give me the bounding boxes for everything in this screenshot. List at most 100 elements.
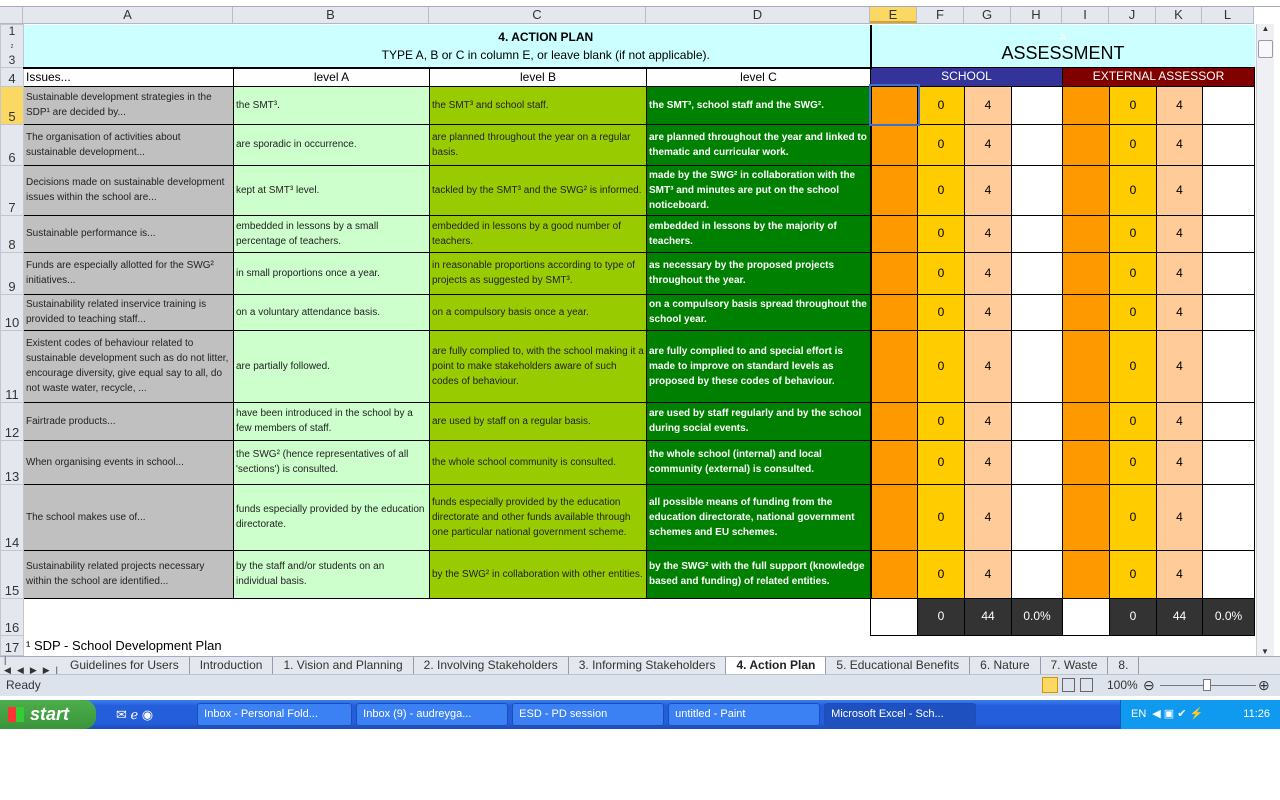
taskbar-button[interactable]: Inbox - Personal Fold... (197, 703, 353, 726)
row-header[interactable]: 8 (0, 214, 24, 253)
quick-launch-icons[interactable]: ✉ ℯ ◉ (116, 706, 154, 722)
level-b-cell[interactable]: the whole school community is consulted. (429, 439, 647, 485)
external-max-score[interactable]: 4 (1156, 401, 1203, 441)
taskbar-button[interactable]: Microsoft Excel - Sch... (824, 703, 977, 726)
school-min-score[interactable]: 0 (917, 123, 965, 166)
external-level-input[interactable] (1062, 293, 1110, 331)
external-min-score[interactable]: 0 (1109, 123, 1157, 166)
level-b-cell[interactable]: in reasonable proportions according to t… (429, 251, 647, 295)
school-level-input[interactable] (868, 84, 920, 126)
issue-cell[interactable]: Existent codes of behaviour related to s… (23, 329, 234, 403)
external-score-cell[interactable] (1202, 293, 1255, 331)
external-min-score[interactable]: 0 (1109, 85, 1157, 125)
external-max-score[interactable]: 4 (1156, 439, 1203, 485)
school-score-cell[interactable] (1011, 85, 1063, 125)
external-score-cell[interactable] (1202, 549, 1255, 599)
school-score-cell[interactable] (1011, 293, 1063, 331)
assessment-title-cell[interactable]: A ASSESSMENT (869, 24, 1255, 68)
school-level-input[interactable] (869, 483, 918, 551)
level-c-cell[interactable]: by the SWG² with the full support (knowl… (646, 549, 871, 599)
sheet-tab[interactable]: 5. Educational Benefits (826, 657, 971, 674)
sheet-tab[interactable]: 2. Involving Stakeholders (414, 657, 569, 674)
external-max-score[interactable]: 4 (1156, 329, 1203, 403)
external-max-score[interactable]: 4 (1156, 85, 1203, 125)
external-score-cell[interactable] (1202, 401, 1255, 441)
column-header-c[interactable]: C (429, 7, 646, 23)
level-c-header[interactable]: level C (646, 66, 871, 87)
school-min-score[interactable]: 0 (917, 251, 965, 295)
level-b-cell[interactable]: on a compulsory basis once a year. (429, 293, 647, 331)
issue-cell[interactable]: The organisation of activities about sus… (23, 123, 234, 166)
taskbar-button[interactable]: Inbox (9) - audreyga... (356, 703, 509, 726)
column-header-j[interactable]: J (1109, 7, 1156, 23)
school-max-score[interactable]: 4 (964, 214, 1012, 253)
issue-cell[interactable]: Sustainable development strategies in th… (23, 85, 234, 125)
school-total-blank[interactable] (870, 597, 918, 636)
level-a-cell[interactable]: embedded in lessons by a small percentag… (233, 214, 430, 253)
level-c-cell[interactable]: are fully complied to and special effort… (646, 329, 871, 403)
school-min-score[interactable]: 0 (917, 439, 965, 485)
level-a-cell[interactable]: funds especially provided by the educati… (233, 483, 430, 551)
level-b-header[interactable]: level B (429, 66, 647, 87)
row-header[interactable]: 10 (0, 293, 24, 331)
column-header-k[interactable]: K (1156, 7, 1202, 23)
external-level-input[interactable] (1062, 85, 1110, 125)
level-a-cell[interactable]: are partially followed. (233, 329, 430, 403)
external-score-cell[interactable] (1202, 123, 1255, 166)
external-score-cell[interactable] (1202, 164, 1255, 216)
row-header[interactable]: 7 (0, 164, 24, 216)
blank-cell[interactable] (24, 598, 871, 635)
external-max-score[interactable]: 4 (1156, 123, 1203, 166)
sheet-tab[interactable]: Guidelines for Users (60, 657, 190, 674)
school-level-input[interactable] (869, 251, 918, 295)
sheet-tab[interactable]: 6. Nature (970, 657, 1041, 674)
level-b-cell[interactable]: by the SWG² in collaboration with other … (429, 549, 647, 599)
external-score-cell[interactable] (1202, 439, 1255, 485)
external-score-cell[interactable] (1202, 214, 1255, 253)
school-min-score[interactable]: 0 (917, 85, 965, 125)
level-b-cell[interactable]: embedded in lessons by a good number of … (429, 214, 647, 253)
issue-cell[interactable]: Funds are especially allotted for the SW… (23, 251, 234, 295)
column-header-f[interactable]: F (917, 7, 964, 23)
level-b-cell[interactable]: funds especially provided by the educati… (429, 483, 647, 551)
school-level-input[interactable] (869, 329, 918, 403)
level-a-cell[interactable]: on a voluntary attendance basis. (233, 293, 430, 331)
external-level-input[interactable] (1062, 251, 1110, 295)
scroll-down-icon[interactable]: ▼ (1261, 647, 1269, 656)
school-min-score[interactable]: 0 (917, 164, 965, 216)
issue-cell[interactable]: Sustainability related projects necessar… (23, 549, 234, 599)
level-c-cell[interactable]: embedded in lessons by the majority of t… (646, 214, 871, 253)
row-header[interactable]: 12 (0, 401, 24, 441)
school-level-input[interactable] (869, 164, 918, 216)
external-level-input[interactable] (1062, 439, 1110, 485)
school-level-input[interactable] (869, 293, 918, 331)
level-c-cell[interactable]: as necessary by the proposed projects th… (646, 251, 871, 295)
zoom-out-icon[interactable]: ⊖ (1143, 677, 1155, 693)
language-indicator[interactable]: EN (1131, 708, 1147, 720)
external-max-score[interactable]: 4 (1156, 251, 1203, 295)
school-score-cell[interactable] (1011, 439, 1063, 485)
sheet-tab[interactable]: 8. (1108, 657, 1140, 674)
level-c-cell[interactable]: the whole school (internal) and local co… (646, 439, 871, 485)
school-level-input[interactable] (869, 401, 918, 441)
school-max-score[interactable]: 4 (964, 164, 1012, 216)
column-header-e[interactable]: E (870, 7, 917, 23)
school-max-score[interactable]: 4 (964, 439, 1012, 485)
school-max-score[interactable]: 4 (964, 85, 1012, 125)
issue-cell[interactable]: Sustainable performance is... (23, 214, 234, 253)
school-score-cell[interactable] (1011, 214, 1063, 253)
row-header-4[interactable]: 4 (0, 67, 24, 87)
row-header[interactable]: 13 (0, 439, 24, 485)
row-header[interactable]: 5 (0, 85, 24, 125)
row-header[interactable]: 9 (0, 251, 24, 295)
level-c-cell[interactable]: the SMT³, school staff and the SWG². (646, 85, 871, 125)
external-max-score[interactable]: 4 (1156, 483, 1203, 551)
issue-cell[interactable]: When organising events in school... (23, 439, 234, 485)
external-max-score[interactable]: 4 (1156, 549, 1203, 599)
level-a-cell[interactable]: the SMT³. (233, 85, 430, 125)
row-header[interactable]: 16 (0, 597, 24, 636)
school-level-input[interactable] (869, 214, 918, 253)
zoom-slider-thumb[interactable] (1203, 679, 1211, 691)
row-header[interactable]: 11 (0, 329, 24, 403)
